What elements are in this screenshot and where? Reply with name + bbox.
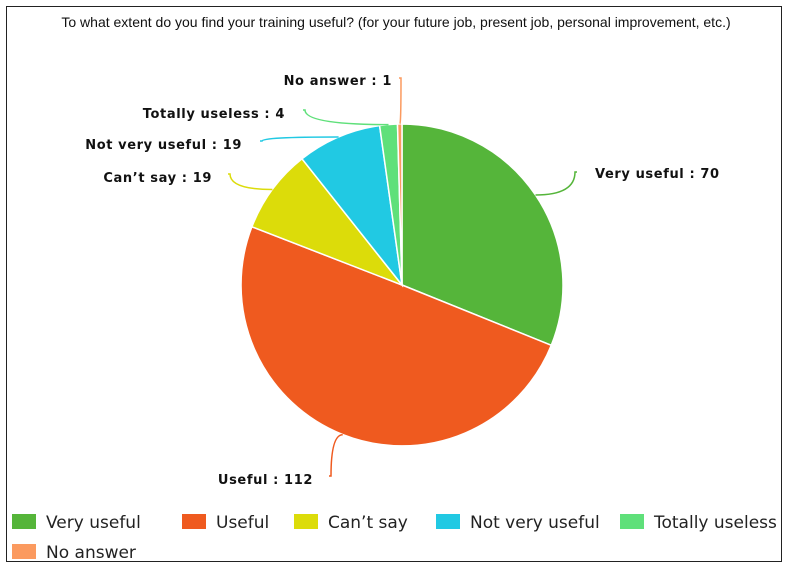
- leader-line: [329, 433, 343, 477]
- leader-line: [228, 173, 273, 191]
- slice-label: Totally useless : 4: [143, 107, 285, 122]
- legend-item[interactable]: Useful: [182, 512, 269, 534]
- pie-slice-not-very-useful: [300, 124, 404, 288]
- pie-slice-useful: [240, 225, 553, 447]
- legend-item[interactable]: Totally useless: [620, 512, 777, 534]
- leader-line: [535, 171, 577, 196]
- legend-swatch: [182, 514, 206, 529]
- pie-slice-very-useful: [401, 123, 564, 347]
- leader-line: [399, 77, 402, 125]
- legend-label: No answer: [46, 543, 136, 563]
- legend-item[interactable]: Not very useful: [436, 512, 600, 534]
- legend-item[interactable]: Can’t say: [294, 512, 408, 534]
- slice-label: No answer : 1: [284, 74, 392, 89]
- legend-label: Totally useless: [654, 513, 777, 533]
- chart-title: To what extent do you find your training…: [61, 14, 731, 30]
- pie-slice-can-t-say: [250, 157, 405, 287]
- legend-swatch: [12, 514, 36, 529]
- legend-swatch: [12, 544, 36, 559]
- legend-swatch: [436, 514, 460, 529]
- pie-slice-no-answer: [396, 123, 403, 286]
- leader-line: [260, 136, 339, 142]
- legend-item[interactable]: No answer: [12, 542, 136, 564]
- slice-label: Not very useful : 19: [85, 138, 242, 153]
- legend-swatch: [620, 514, 644, 529]
- legend-label: Not very useful: [470, 513, 600, 533]
- legend-item[interactable]: Very useful: [12, 512, 141, 534]
- slice-label: Can’t say : 19: [103, 171, 212, 186]
- legend-label: Useful: [216, 513, 270, 533]
- leader-line: [303, 109, 389, 126]
- legend-label: Very useful: [46, 513, 141, 533]
- slice-label: Very useful : 70: [595, 167, 720, 182]
- legend-label: Can’t say: [328, 513, 408, 533]
- legend-swatch: [294, 514, 318, 529]
- pie-chart: Very useful : 70 Useful : 112 Can’t say : …: [85, 74, 720, 488]
- slice-label: Useful : 112: [218, 473, 313, 488]
